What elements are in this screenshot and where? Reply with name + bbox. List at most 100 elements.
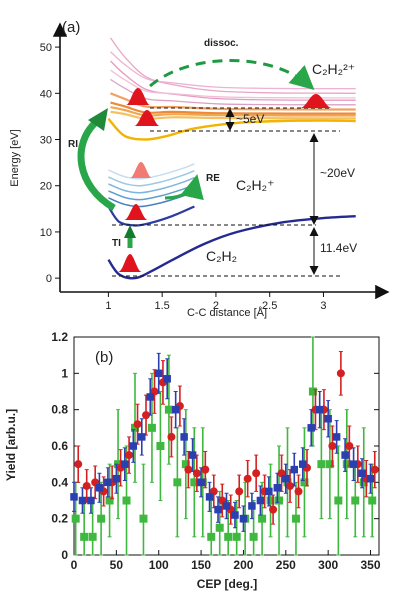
wavepacket-cation-excited — [130, 162, 152, 178]
data-point-green — [147, 423, 156, 432]
x-axis-label-a: C-C distance [Å] — [187, 306, 267, 319]
dication-excited-curve — [110, 110, 356, 120]
data-point-red — [82, 481, 91, 490]
y-tick-label-b: 1.2 — [51, 330, 68, 344]
data-point-red — [133, 420, 142, 429]
data-point-green — [249, 532, 258, 541]
data-point-blue — [163, 375, 171, 383]
x-ticks-a: 1 1.5 2 2.5 3 — [105, 292, 327, 312]
data-point-blue — [87, 496, 95, 505]
ti-arrow-head — [124, 225, 136, 238]
cation-excited-curve — [108, 176, 195, 194]
y-tick-label-b: 0.2 — [51, 512, 68, 526]
data-point-blue — [138, 433, 146, 441]
ti-label: TI — [112, 238, 121, 249]
data-point-green — [325, 460, 334, 469]
data-point-green — [71, 514, 80, 523]
data-point-red — [252, 469, 261, 478]
data-point-green — [181, 460, 190, 469]
cation-excited-curve — [108, 163, 195, 180]
data-point-green — [156, 442, 165, 450]
data-point-green — [291, 514, 300, 523]
data-point-blue — [104, 478, 112, 487]
cation-excited-curve — [108, 183, 195, 201]
gap-20ev-label: ~20eV — [320, 166, 355, 180]
ri-label: RI — [68, 139, 78, 150]
data-point-green — [368, 496, 377, 505]
neutral-potential-curve — [107, 215, 356, 280]
wavepacket-dication-excited — [126, 88, 150, 105]
x-tick-label-b: 350 — [361, 558, 381, 572]
panel-a-energy-diagram: 0 10 20 30 40 50 1 1.5 2 2.5 3 (a) Energy [eV] C-… — [9, 19, 390, 319]
data-point-red — [370, 465, 379, 474]
x-tick-label-b: 150 — [191, 558, 211, 572]
data-point-blue — [70, 493, 78, 501]
yield-data-series — [70, 336, 379, 556]
y-tick-label-a: 20 — [40, 181, 52, 193]
data-point-green — [224, 532, 233, 541]
x-tick-label-a: 1 — [105, 300, 111, 312]
x-tick-label-b: 200 — [233, 558, 253, 572]
data-point-red — [142, 411, 151, 420]
data-point-blue — [366, 474, 375, 483]
cation-excited-state-curves — [108, 163, 195, 208]
data-point-blue — [358, 469, 366, 477]
x-axis-label-b: CEP [deg.] — [197, 577, 257, 591]
data-point-blue — [112, 474, 121, 483]
data-point-blue — [332, 433, 341, 441]
data-point-blue — [231, 511, 239, 519]
x-tick-label-b: 250 — [276, 558, 296, 572]
data-point-green — [359, 478, 368, 487]
data-point-red — [184, 465, 193, 474]
y-axis-label-b: Yield [arb.u.] — [4, 409, 18, 481]
data-point-red — [243, 474, 252, 483]
x-ticks-b: 0 50 100 150 200 250 300 350 — [71, 550, 381, 572]
data-point-green — [215, 523, 224, 532]
data-point-blue — [205, 493, 214, 501]
data-point-blue — [256, 496, 265, 505]
data-point-blue — [197, 478, 205, 487]
data-point-red — [74, 460, 83, 469]
data-point-blue — [324, 415, 332, 423]
x-tick-label-b: 0 — [71, 558, 78, 572]
species-dication-label: C₂H₂²⁺ — [312, 61, 355, 77]
cation-potential-curve — [107, 205, 195, 227]
data-point-green — [88, 532, 97, 541]
data-point-green — [232, 532, 241, 541]
gap-11ev-label: 11.4eV — [320, 241, 357, 255]
data-point-blue — [290, 465, 299, 474]
data-point-green — [173, 478, 182, 487]
data-point-blue — [349, 460, 358, 468]
dication-excited-curve — [110, 106, 356, 117]
panel-b-yield-plot: 00.20.40.60.811.2 0 50 100 150 200 250 300 350 … — [4, 330, 381, 591]
y-tick-label-b: 0.6 — [51, 439, 68, 453]
data-point-green — [97, 514, 106, 523]
y-ticks-a: 0 10 20 30 40 50 — [40, 42, 60, 285]
dissociation-arrow — [149, 59, 315, 90]
data-point-blue — [299, 460, 307, 468]
data-point-red — [125, 451, 134, 460]
data-point-blue — [315, 405, 324, 414]
data-point-green — [258, 514, 267, 523]
data-point-green — [207, 532, 216, 541]
y-ticks-b: 0 0.2 0.4 0.6 0.8 1 1.2 — [51, 330, 379, 562]
data-point-blue — [239, 514, 248, 523]
data-point-red — [286, 481, 295, 490]
data-point-red — [269, 505, 278, 514]
panel-a-label: (a) — [62, 19, 80, 36]
data-point-red — [201, 465, 210, 474]
data-point-blue — [78, 496, 87, 505]
data-point-red — [328, 442, 337, 450]
ri-arrow-shaft — [77, 119, 116, 212]
data-point-blue — [273, 484, 282, 492]
data-point-green — [275, 496, 284, 505]
y-tick-label-b: 0.4 — [51, 475, 68, 489]
data-point-red — [345, 442, 354, 450]
dication-excited-curve — [109, 37, 356, 94]
species-neutral-label: C₂H₂ — [206, 248, 237, 264]
data-point-blue — [121, 460, 129, 468]
data-point-red — [336, 369, 345, 378]
dication-excited-curve — [110, 101, 356, 115]
x-tick-label-a: 2 — [213, 300, 219, 312]
